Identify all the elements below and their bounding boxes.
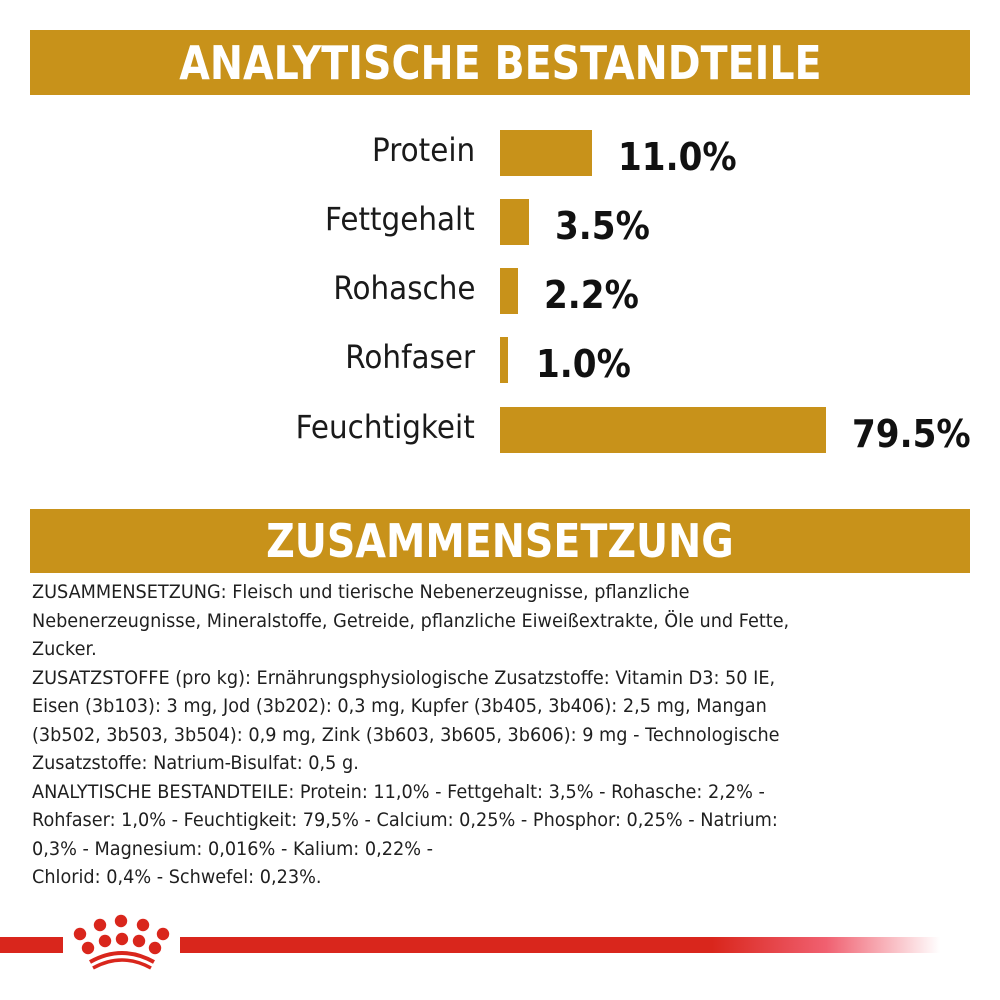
chart-bar [500, 130, 592, 176]
footer-divider-right [180, 937, 940, 953]
analysis-title-banner: ANALYTISCHE BESTANDTEILE [30, 30, 970, 95]
composition-line: ZUSAMMENSETZUNG: Fleisch und tierische N… [32, 581, 690, 603]
composition-title-banner: ZUSAMMENSETZUNG [30, 509, 970, 573]
composition-line: ANALYTISCHE BESTANDTEILE: Protein: 11,0%… [32, 780, 765, 803]
composition-text: ZUSAMMENSETZUNG: Fleisch und tierische N… [32, 578, 972, 892]
composition-line: Nebenerzeugnisse, Mineralstoffe, Getreid… [32, 609, 790, 632]
composition-line: (3b502, 3b503, 3b504): 0,9 mg, Zink (3b6… [32, 723, 780, 746]
composition-line: Eisen (3b103): 3 mg, Jod (3b202): 0,3 mg… [32, 695, 767, 717]
chart-row-feuchtigkeit: Feuchtigkeit 79.5% [0, 407, 1000, 456]
chart-bar [500, 407, 826, 453]
chart-row-rohasche: Rohasche 2.2% [0, 268, 1000, 317]
crown-logo-icon [73, 914, 170, 970]
composition-line: ZUSATZSTOFFE (pro kg): Ernährungsphysiol… [32, 666, 776, 689]
chart-row-protein: Protein 11.0% [0, 130, 1000, 179]
chart-value: 11.0% [618, 135, 737, 179]
chart-bar [500, 268, 518, 314]
footer-divider-left [0, 937, 63, 953]
composition-line: Zusatzstoffe: Natrium-Bisulfat: 0,5 g. [32, 752, 359, 774]
chart-bar [500, 337, 508, 383]
chart-label: Protein [371, 131, 475, 169]
chart-bar [500, 199, 529, 245]
chart-label: Rohasche [332, 269, 475, 307]
chart-value: 79.5% [852, 412, 971, 456]
chart-label: Fettgehalt [325, 200, 475, 238]
chart-value: 1.0% [536, 342, 631, 386]
composition-line: 0,3% - Magnesium: 0,016% - Kalium: 0,22%… [32, 837, 433, 860]
chart-value: 3.5% [555, 204, 650, 248]
chart-label: Feuchtigkeit [295, 408, 475, 446]
chart-value: 2.2% [544, 273, 639, 317]
composition-line: Chlorid: 0,4% - Schwefel: 0,23%. [32, 866, 322, 888]
chart-label: Rohfaser [345, 338, 475, 376]
chart-row-fettgehalt: Fettgehalt 3.5% [0, 199, 1000, 248]
composition-line: Zucker. [32, 638, 97, 660]
composition-line: Rohfaser: 1,0% - Feuchtigkeit: 79,5% - C… [32, 809, 778, 831]
composition-title: ZUSAMMENSETZUNG [266, 514, 734, 568]
analysis-title: ANALYTISCHE BESTANDTEILE [178, 35, 822, 90]
chart-row-rohfaser: Rohfaser 1.0% [0, 337, 1000, 386]
